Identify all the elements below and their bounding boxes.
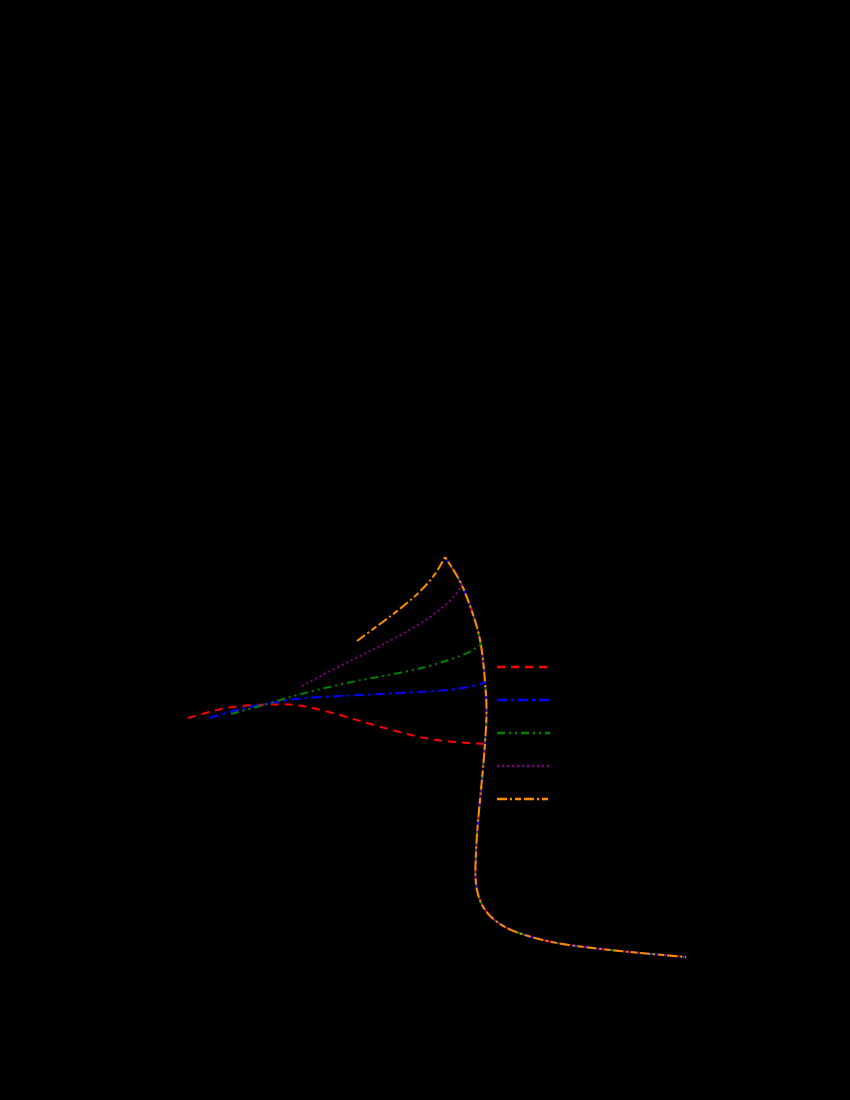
envelope-curve-2 <box>444 556 687 958</box>
series-curve-0 <box>187 703 486 745</box>
envelope-curve-3 <box>444 556 687 958</box>
envelope-curve-4 <box>444 556 687 958</box>
series-curve-2 <box>230 644 481 715</box>
chart-legend <box>497 665 550 801</box>
series-curve-4 <box>356 556 446 642</box>
series-curve-1 <box>208 681 487 719</box>
series-curve-3 <box>301 584 463 687</box>
envelope-curve-1 <box>444 556 687 958</box>
chart-curves <box>187 556 687 958</box>
envelope-curve-0 <box>444 556 687 958</box>
